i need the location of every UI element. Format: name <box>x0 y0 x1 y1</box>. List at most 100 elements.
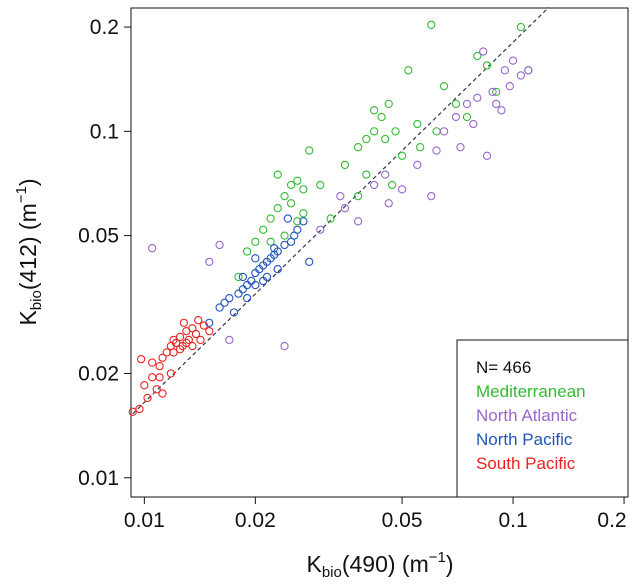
point <box>482 61 492 70</box>
point <box>225 335 234 345</box>
point <box>166 369 176 378</box>
point <box>473 93 482 102</box>
y-label-main: K <box>15 310 41 326</box>
x-tick-label: 0.05 <box>382 509 423 532</box>
point <box>286 180 296 190</box>
point <box>299 217 308 226</box>
point <box>148 244 157 253</box>
point <box>508 56 518 65</box>
point <box>381 170 390 179</box>
point <box>391 127 400 136</box>
legend-box <box>456 339 629 498</box>
point <box>488 87 497 97</box>
legend-entry: South Pacific <box>476 454 576 473</box>
point <box>251 237 260 246</box>
point <box>397 151 407 160</box>
point <box>270 244 279 253</box>
x-label-sub: bio <box>322 564 342 581</box>
point <box>251 280 260 290</box>
point <box>143 393 152 403</box>
y-tick-label: 0.02 <box>78 362 119 385</box>
point <box>516 22 526 32</box>
point <box>148 358 157 367</box>
point <box>169 348 178 357</box>
point <box>234 289 243 298</box>
point <box>286 199 296 208</box>
point <box>280 240 289 250</box>
point <box>439 82 449 91</box>
point <box>340 160 350 170</box>
point <box>377 112 386 122</box>
point <box>336 192 345 201</box>
point <box>259 225 268 234</box>
point <box>172 338 181 348</box>
point <box>369 180 379 190</box>
point <box>462 99 472 109</box>
point <box>500 66 509 75</box>
point <box>316 180 325 190</box>
x-tick-label: 0.1 <box>498 509 527 532</box>
x-tick-label: 0.01 <box>124 509 165 532</box>
point <box>326 214 335 223</box>
reference-line <box>132 6 550 415</box>
point <box>225 293 234 303</box>
point <box>384 99 393 109</box>
point <box>215 240 224 250</box>
point <box>273 265 282 274</box>
point <box>451 112 461 122</box>
point <box>234 272 243 282</box>
point <box>469 119 478 129</box>
point <box>283 214 292 223</box>
point <box>369 106 379 115</box>
point <box>199 321 208 330</box>
point <box>179 318 189 328</box>
point <box>404 66 413 75</box>
point <box>340 204 350 213</box>
point <box>215 303 224 312</box>
point <box>280 341 289 351</box>
point <box>353 217 363 226</box>
point <box>462 112 472 122</box>
legend-entry: Mediterranean <box>476 382 586 401</box>
x-label-end: ) <box>446 551 454 577</box>
point <box>432 146 441 155</box>
x-tick-label: 0.2 <box>597 509 626 532</box>
point <box>353 192 363 201</box>
point <box>381 134 390 144</box>
point <box>196 335 205 345</box>
x-label-main: K <box>306 551 322 577</box>
point <box>427 20 436 29</box>
point <box>482 151 492 160</box>
point <box>362 170 371 179</box>
point <box>388 180 397 190</box>
point <box>413 160 422 170</box>
y-tick-label: 0.05 <box>78 225 119 248</box>
y-tick-label: 0.01 <box>78 467 119 490</box>
point <box>238 285 248 294</box>
point <box>451 99 461 109</box>
point <box>242 247 252 256</box>
x-label-rest: (490) (m <box>342 551 429 577</box>
point <box>162 348 171 357</box>
point <box>432 127 441 136</box>
point <box>191 329 201 339</box>
point <box>273 204 282 213</box>
point <box>247 276 256 286</box>
point <box>259 276 268 286</box>
point <box>427 192 436 201</box>
legend-note: N= 466 <box>476 358 531 377</box>
point <box>220 298 229 307</box>
point <box>299 209 308 218</box>
point <box>229 308 239 317</box>
point <box>242 280 252 290</box>
point <box>242 293 252 303</box>
point <box>413 119 422 129</box>
point <box>155 373 164 382</box>
point <box>397 185 407 194</box>
point <box>353 143 363 152</box>
point <box>128 407 137 416</box>
point <box>273 170 282 179</box>
point <box>290 231 299 240</box>
